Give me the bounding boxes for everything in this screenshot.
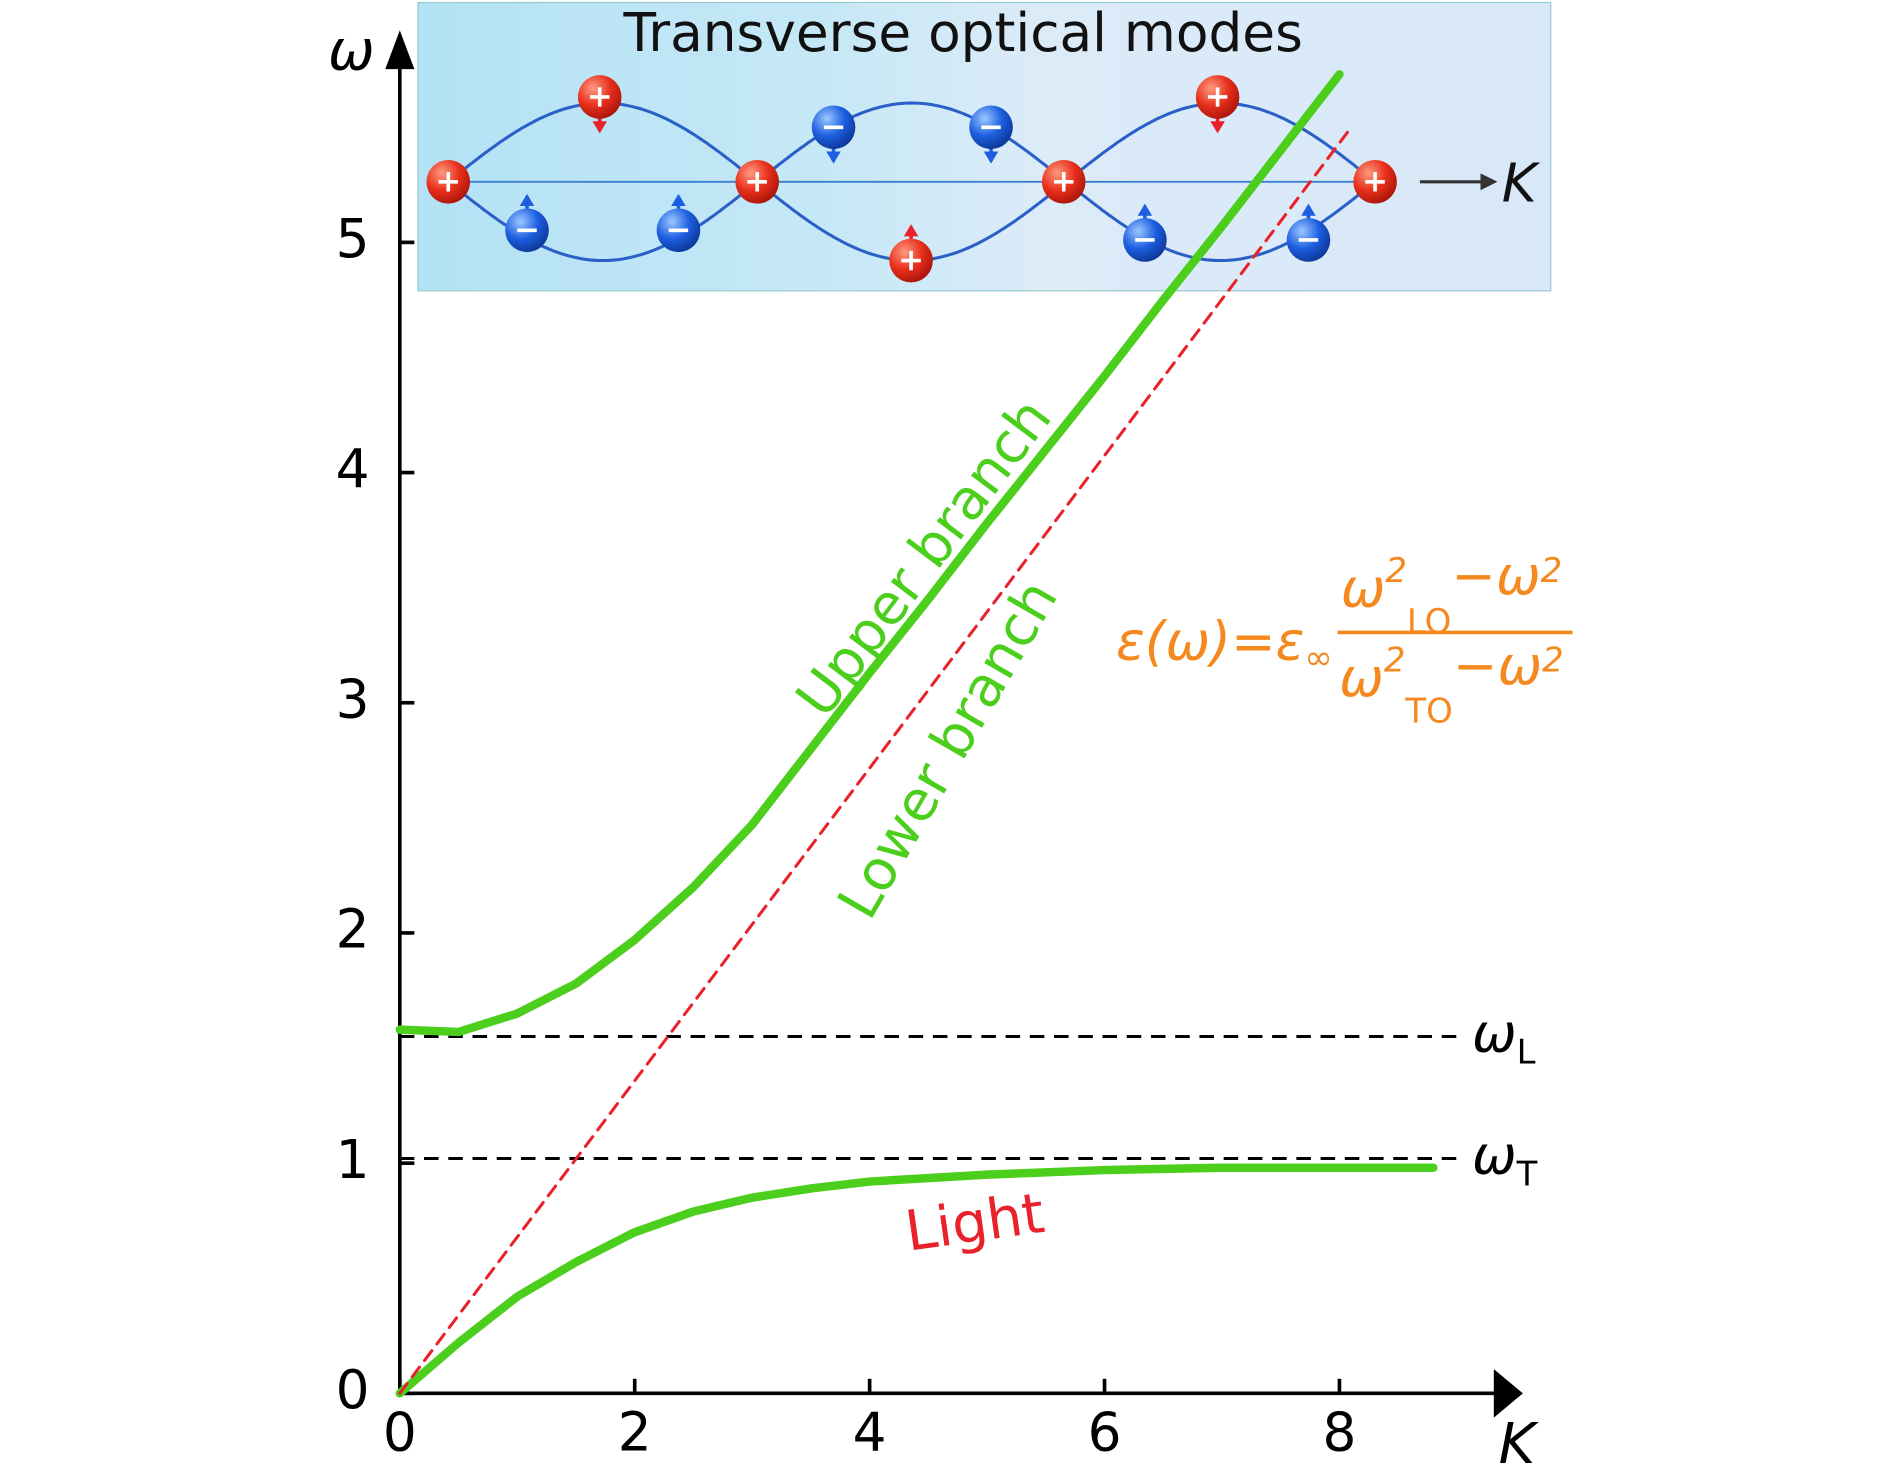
wave (447, 101, 1377, 263)
formula-part: TO (1404, 691, 1452, 730)
y-tick-label: 3 (336, 668, 370, 730)
ion-arrow-head (826, 151, 841, 164)
reference-subscript: T (1516, 1154, 1538, 1193)
x-axis-label: K (1499, 1412, 1540, 1477)
series-label: Light (901, 1181, 1048, 1265)
y-axis-label: ω (328, 19, 375, 84)
ion-arrow-head (519, 193, 535, 207)
reference-label: ωL (1472, 1002, 1536, 1071)
formula-part: 2 (1541, 550, 1563, 589)
ions (426, 75, 1397, 283)
inset-axis-label: K (1502, 152, 1541, 214)
formula-numerator: ω2LO−ω2 (1341, 545, 1562, 640)
formula-part: 2 (1542, 640, 1564, 679)
formula-part: −ω (1451, 545, 1540, 607)
positive-ion (1195, 75, 1240, 134)
x-tick-label: 0 (383, 1401, 417, 1463)
positive-ion (735, 159, 780, 204)
ion-arrow-head (1210, 121, 1225, 134)
y-tick-label: 1 (336, 1129, 370, 1191)
ion-arrow-head (592, 121, 607, 134)
ion-arrow-head (1301, 203, 1316, 216)
formula-part: 2 (1385, 550, 1407, 589)
x-tick-label: 6 (1088, 1401, 1122, 1463)
inset-arrow-head (1480, 173, 1498, 191)
ion-arrow-head (983, 151, 999, 164)
x-tick-label: 2 (618, 1401, 652, 1463)
ion-arrow-head (671, 193, 686, 207)
inset-title: Transverse optical modes (622, 2, 1302, 64)
formula-denominator: ω2TO−ω2 (1339, 634, 1564, 729)
negative-ion (656, 193, 701, 253)
ion-arrow-head (1137, 203, 1153, 216)
y-axis-arrow (385, 30, 415, 70)
formula-lhs: ε(ω)=ε∞ (1116, 610, 1333, 676)
negative-ion (1286, 203, 1331, 262)
positive-ion (1353, 159, 1397, 204)
positive-ion (1041, 159, 1086, 204)
y-tick-label: 0 (336, 1359, 370, 1421)
series-line (395, 70, 1344, 1037)
formula-part: LO (1407, 601, 1451, 640)
x-tick-label: 8 (1322, 1401, 1356, 1463)
reference-label: ωT (1472, 1124, 1538, 1193)
formula-lhs-main: ε(ω)=ε (1116, 610, 1305, 672)
formula-part: 2 (1384, 640, 1406, 679)
formula-part: −ω (1453, 634, 1542, 696)
y-tick-label: 4 (336, 438, 370, 500)
x-axis-arrow (1493, 1369, 1523, 1418)
positive-ion (426, 159, 471, 204)
negative-ion (969, 105, 1013, 164)
formula-lhs-sub: ∞ (1304, 638, 1332, 677)
y-tick-label: 2 (336, 899, 370, 961)
reference-subscript: L (1517, 1032, 1536, 1071)
negative-ion (1123, 203, 1167, 262)
positive-ion (577, 75, 622, 134)
reference-symbol: ω (1472, 1124, 1517, 1186)
negative-ion (505, 193, 549, 253)
x-tick-label: 4 (853, 1401, 887, 1463)
y-tick-label: 5 (336, 208, 370, 270)
series-line (398, 125, 1353, 1395)
ion-arrow-head (903, 224, 919, 237)
inset-diagram: Transverse optical modes K (417, 1, 1552, 292)
negative-ion (811, 105, 856, 164)
formula-part: ω (1341, 557, 1386, 619)
formula-part: ω (1339, 647, 1384, 709)
series-line (395, 1163, 1438, 1398)
positive-ion (889, 224, 933, 283)
reference-symbol: ω (1472, 1002, 1517, 1064)
